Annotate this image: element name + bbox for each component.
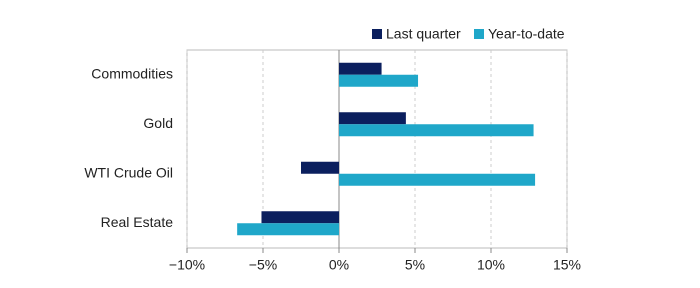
bar (339, 62, 382, 75)
x-tick-label: 10% (477, 257, 505, 273)
bar (339, 124, 534, 137)
bar (237, 223, 339, 236)
y-tick-label: WTI Crude Oil (84, 164, 173, 180)
x-tick-label: −5% (249, 257, 277, 273)
x-tick-label: 0% (329, 257, 349, 273)
legend-label: Last quarter (386, 26, 461, 42)
bar (339, 112, 406, 125)
y-tick-label: Gold (143, 115, 173, 131)
x-tick-label: 5% (405, 257, 425, 273)
bar (261, 211, 339, 224)
x-tick-label: 15% (553, 257, 581, 273)
legend-swatch (372, 29, 382, 39)
bar (301, 161, 339, 174)
legend-label: Year-to-date (488, 26, 565, 42)
y-tick-label: Real Estate (101, 214, 174, 230)
y-tick-label: Commodities (91, 65, 173, 81)
bar (339, 173, 536, 186)
bar (339, 74, 419, 87)
legend-swatch (474, 29, 484, 39)
x-tick-label: −10% (169, 257, 205, 273)
